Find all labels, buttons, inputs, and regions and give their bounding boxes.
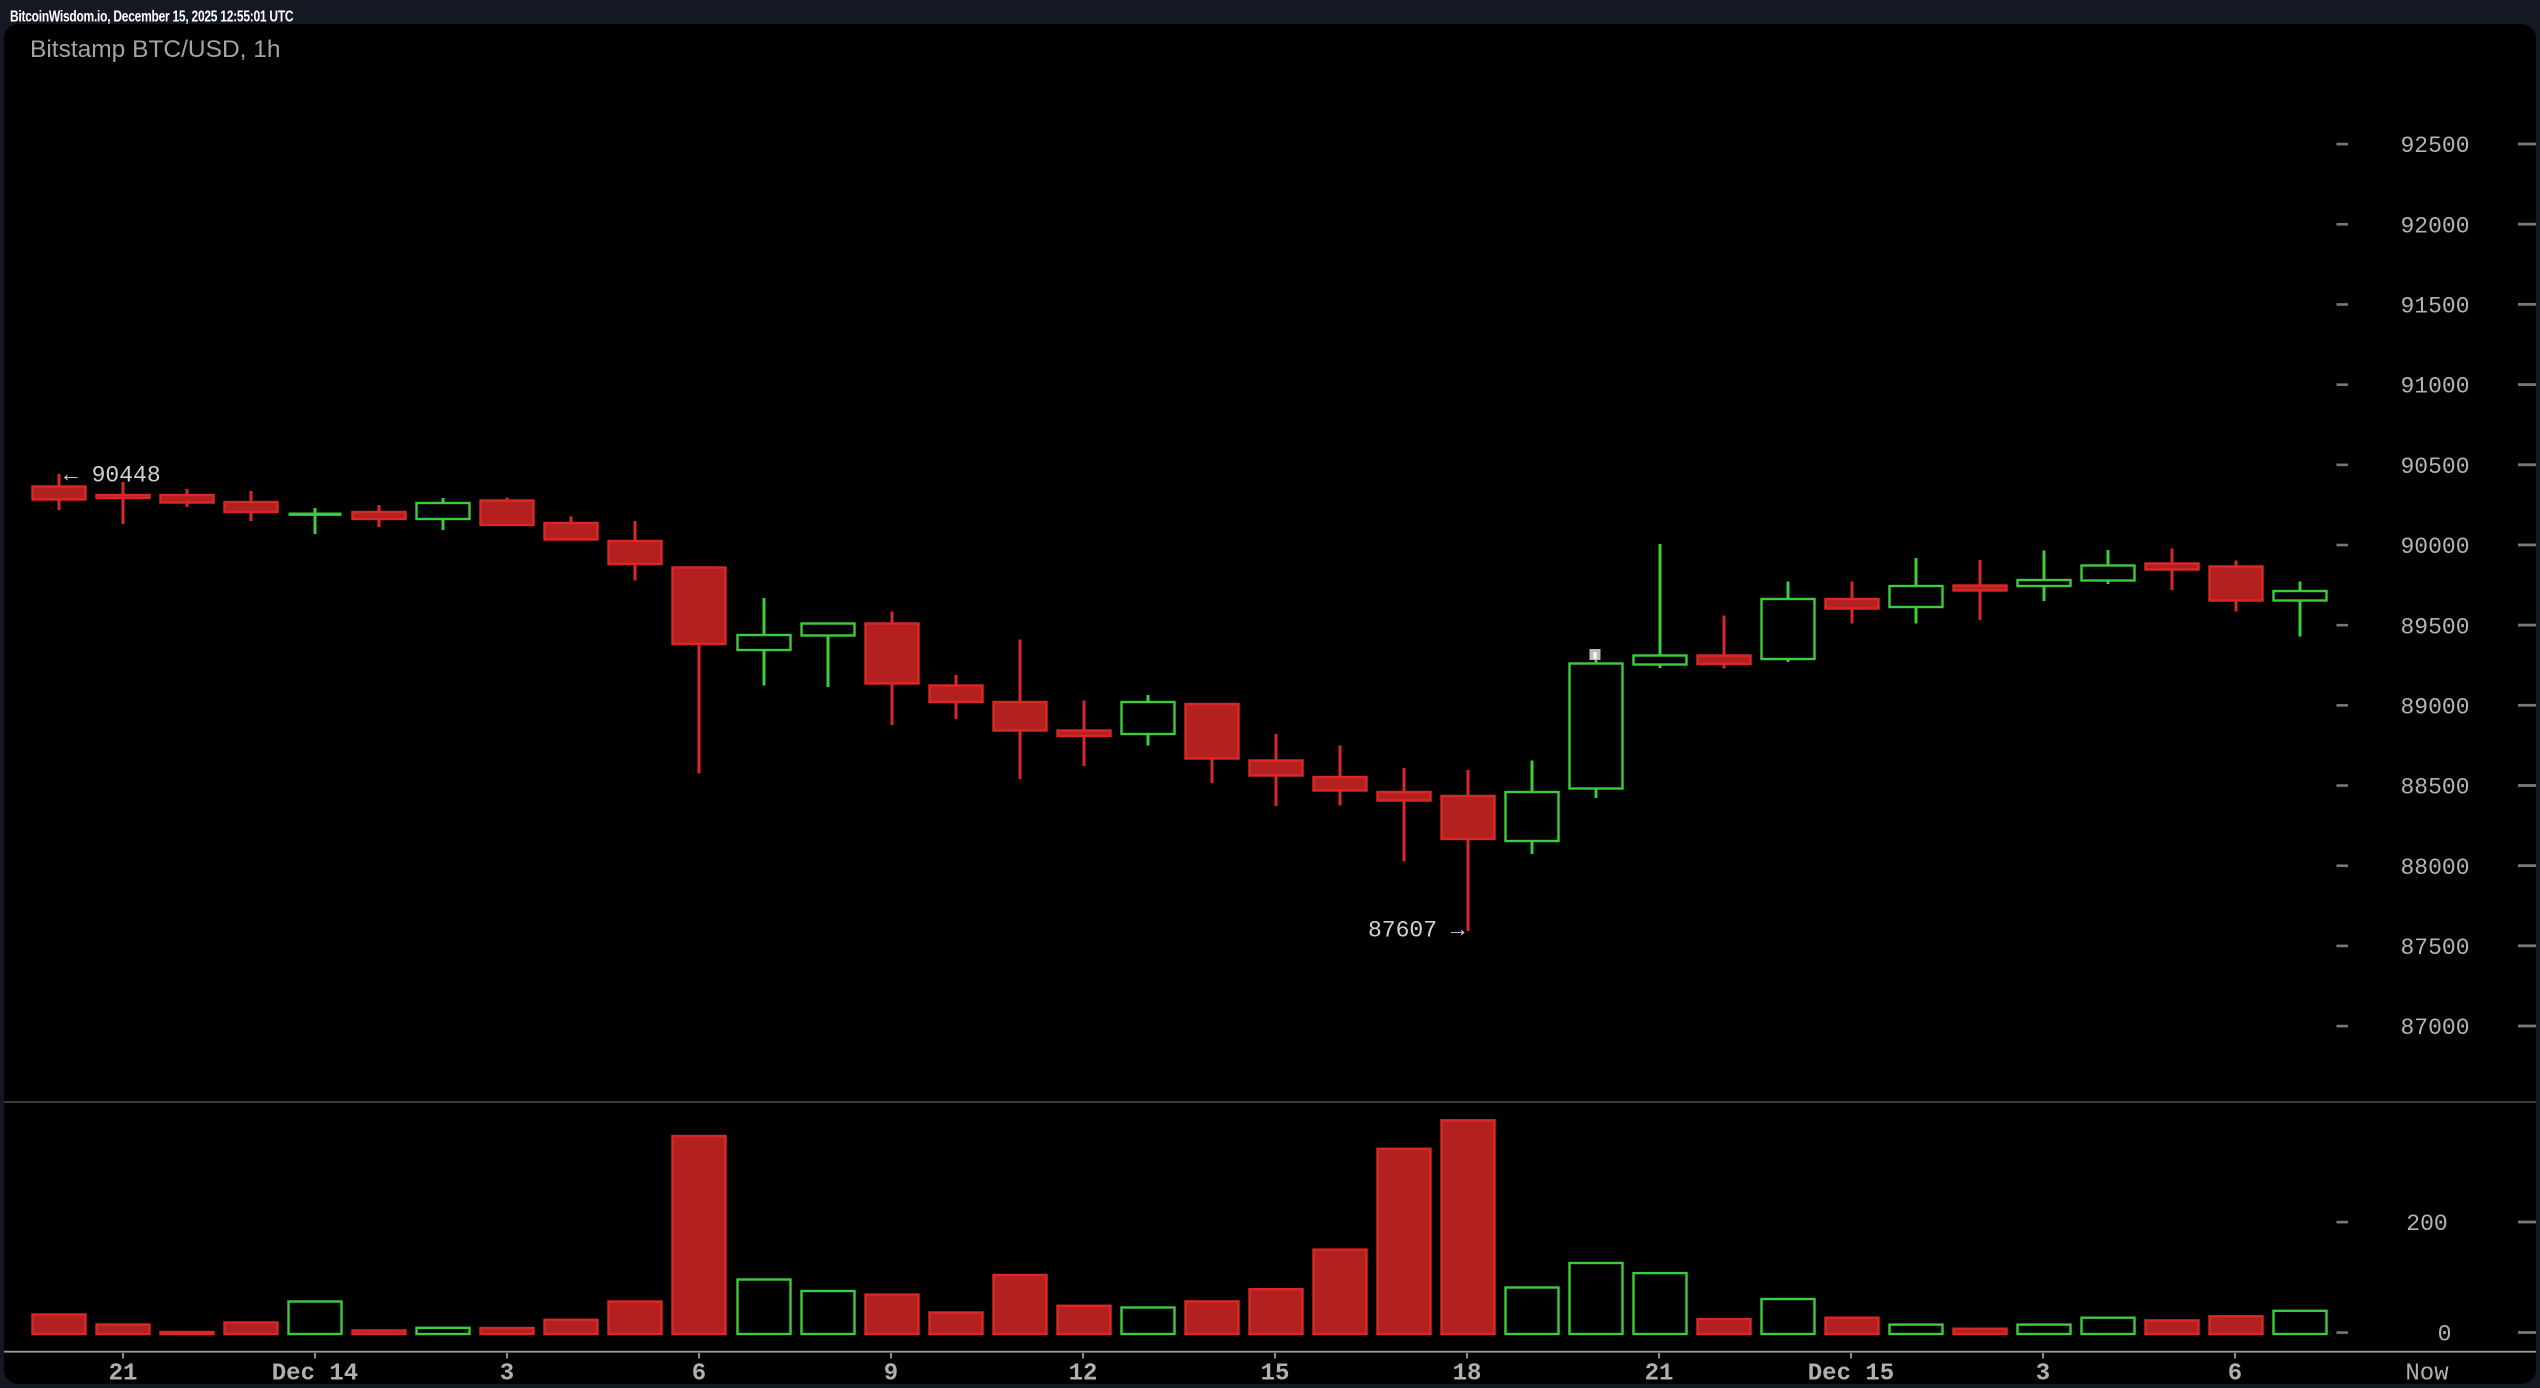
svg-text:Dec 14: Dec 14 [272, 1361, 358, 1388]
svg-text:6: 6 [692, 1361, 706, 1388]
svg-text:← 90448: ← 90448 [64, 462, 161, 488]
svg-text:0: 0 [2438, 1322, 2452, 1348]
svg-text:89500: 89500 [2400, 614, 2469, 640]
svg-text:3: 3 [2036, 1361, 2050, 1388]
svg-text:15: 15 [1261, 1361, 1290, 1388]
svg-text:6: 6 [2228, 1361, 2242, 1388]
svg-text:Now: Now [2405, 1361, 2449, 1388]
svg-text:92500: 92500 [2400, 133, 2469, 159]
svg-text:88500: 88500 [2400, 775, 2469, 801]
svg-text:91500: 91500 [2400, 294, 2469, 320]
svg-text:87607 →: 87607 → [1368, 917, 1465, 943]
svg-text:21: 21 [109, 1361, 138, 1388]
svg-text:90000: 90000 [2400, 534, 2469, 560]
svg-text:89000: 89000 [2400, 694, 2469, 720]
svg-text:Dec 15: Dec 15 [1808, 1361, 1894, 1388]
svg-text:18: 18 [1453, 1361, 1482, 1388]
svg-text:21: 21 [1645, 1361, 1674, 1388]
svg-text:87000: 87000 [2400, 1015, 2469, 1041]
svg-text:3: 3 [500, 1361, 514, 1388]
svg-text:88000: 88000 [2400, 855, 2469, 881]
svg-text:91000: 91000 [2400, 374, 2469, 400]
svg-text:90500: 90500 [2400, 454, 2469, 480]
svg-text:87500: 87500 [2400, 935, 2469, 961]
svg-text:200: 200 [2406, 1211, 2447, 1237]
svg-text:9: 9 [884, 1361, 898, 1388]
svg-text:92000: 92000 [2400, 213, 2469, 239]
svg-text:12: 12 [1069, 1361, 1098, 1388]
